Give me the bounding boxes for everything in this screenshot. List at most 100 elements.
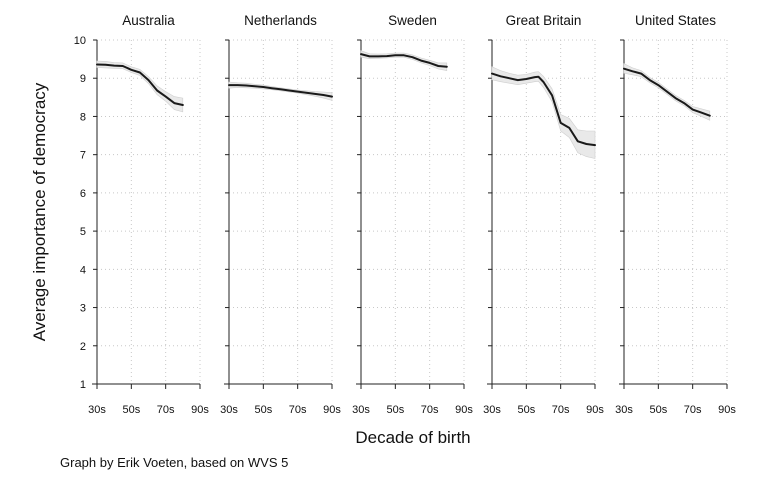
data-point-netherlands (228, 84, 230, 86)
panel-australia: Australia 1 2 3 4 5 6 7 8 9 10 30s 50s 70s 90s (74, 13, 210, 416)
data-point-united-states (683, 102, 685, 104)
data-point-australia (156, 90, 158, 92)
y-tick-label: 3 (80, 303, 86, 315)
data-point-netherlands (271, 87, 273, 89)
data-point-united-states (700, 112, 702, 114)
data-point-netherlands (288, 90, 290, 92)
data-point-great-britain (560, 122, 562, 124)
data-point-australia (105, 64, 107, 66)
x-tick-label: 90s (323, 404, 341, 416)
y-tick-label: 8 (80, 111, 86, 123)
y-tick-label: 1 (80, 379, 86, 391)
data-point-netherlands (314, 93, 316, 95)
x-tick-label: 50s (386, 404, 404, 416)
data-point-united-states (709, 115, 711, 117)
series-line-netherlands (228, 84, 333, 98)
x-tick-label: 50s (122, 404, 140, 416)
series-line-sweden (360, 53, 448, 68)
x-axis-label: Decade of birth (355, 428, 470, 447)
data-point-australia (113, 65, 115, 67)
panel-sweden: Sweden 30s 50s 70s 90s (352, 13, 473, 416)
x-tick-label: 90s (191, 404, 209, 416)
panel-title-australia: Australia (122, 13, 175, 28)
data-point-australia (148, 79, 150, 81)
data-point-australia (122, 65, 124, 67)
y-tick-label: 6 (80, 188, 86, 200)
data-point-united-states (657, 84, 659, 86)
data-point-netherlands (280, 88, 282, 90)
x-tick-label: 70s (421, 404, 439, 416)
data-point-great-britain (525, 78, 527, 80)
data-point-sweden (360, 53, 362, 55)
panel-title-netherlands: Netherlands (244, 13, 317, 28)
x-tick-label: 90s (718, 404, 736, 416)
panel-united-states: United States 30s 50s 70s 90s (615, 13, 736, 416)
data-point-netherlands (245, 85, 247, 87)
data-point-sweden (394, 54, 396, 56)
confidence-band-great-britain (491, 66, 596, 159)
y-tick-label: 7 (80, 150, 86, 162)
y-tick-label: 4 (80, 264, 86, 276)
data-point-great-britain (568, 127, 570, 129)
x-tick-label: 50s (649, 404, 667, 416)
data-point-great-britain (585, 143, 587, 145)
data-point-united-states (623, 68, 625, 70)
series-line-united-states (623, 67, 711, 117)
panel-netherlands: Netherlands 30s 50s 70s 90s (220, 13, 341, 416)
x-tick-label: 30s (615, 404, 633, 416)
data-point-netherlands (297, 91, 299, 93)
data-point-netherlands (331, 96, 333, 98)
data-point-netherlands (322, 94, 324, 96)
x-tick-label: 50s (254, 404, 272, 416)
data-point-great-britain (508, 77, 510, 79)
y-tick-label: 9 (80, 73, 86, 85)
data-point-great-britain (534, 76, 536, 78)
series-line-great-britain (491, 72, 596, 147)
data-point-australia (182, 104, 184, 106)
x-tick-label: 90s (586, 404, 604, 416)
data-point-netherlands (262, 86, 264, 88)
data-point-australia (165, 96, 167, 98)
x-tick-label: 90s (455, 404, 473, 416)
data-point-sweden (369, 55, 371, 57)
x-tick-label: 30s (483, 404, 501, 416)
data-point-united-states (640, 73, 642, 75)
data-point-sweden (377, 55, 379, 57)
data-point-great-britain (491, 73, 493, 75)
data-point-sweden (386, 55, 388, 57)
confidence-band-australia (96, 60, 184, 113)
data-point-netherlands (237, 84, 239, 86)
data-point-netherlands (254, 85, 256, 87)
x-tick-label: 30s (88, 404, 106, 416)
y-tick-label: 10 (74, 35, 86, 47)
panel-title-united-states: United States (635, 13, 716, 28)
y-tick-label: 2 (80, 341, 86, 353)
data-point-united-states (675, 97, 677, 99)
data-point-australia (130, 69, 132, 71)
x-tick-label: 30s (220, 404, 238, 416)
data-point-sweden (420, 60, 422, 62)
data-point-sweden (429, 62, 431, 64)
data-point-great-britain (517, 79, 519, 81)
data-point-united-states (692, 109, 694, 111)
y-axis-label: Average importance of democracy (30, 82, 49, 341)
x-tick-label: 70s (552, 404, 570, 416)
data-point-great-britain (594, 144, 596, 146)
x-tick-label: 30s (352, 404, 370, 416)
data-point-sweden (437, 65, 439, 67)
data-point-sweden (403, 54, 405, 56)
confidence-band-sweden (360, 50, 448, 71)
data-point-united-states (666, 91, 668, 93)
data-point-great-britain (577, 140, 579, 142)
panel-great-britain: Great Britain 30s 50s 70s 90s (483, 13, 604, 416)
data-point-australia (173, 102, 175, 104)
data-point-great-britain (551, 94, 553, 96)
data-point-australia (96, 64, 98, 66)
data-point-united-states (649, 79, 651, 81)
data-point-great-britain (500, 75, 502, 77)
data-point-australia (139, 72, 141, 74)
data-point-united-states (632, 70, 634, 72)
source-note: Graph by Erik Voeten, based on WVS 5 (60, 455, 288, 470)
